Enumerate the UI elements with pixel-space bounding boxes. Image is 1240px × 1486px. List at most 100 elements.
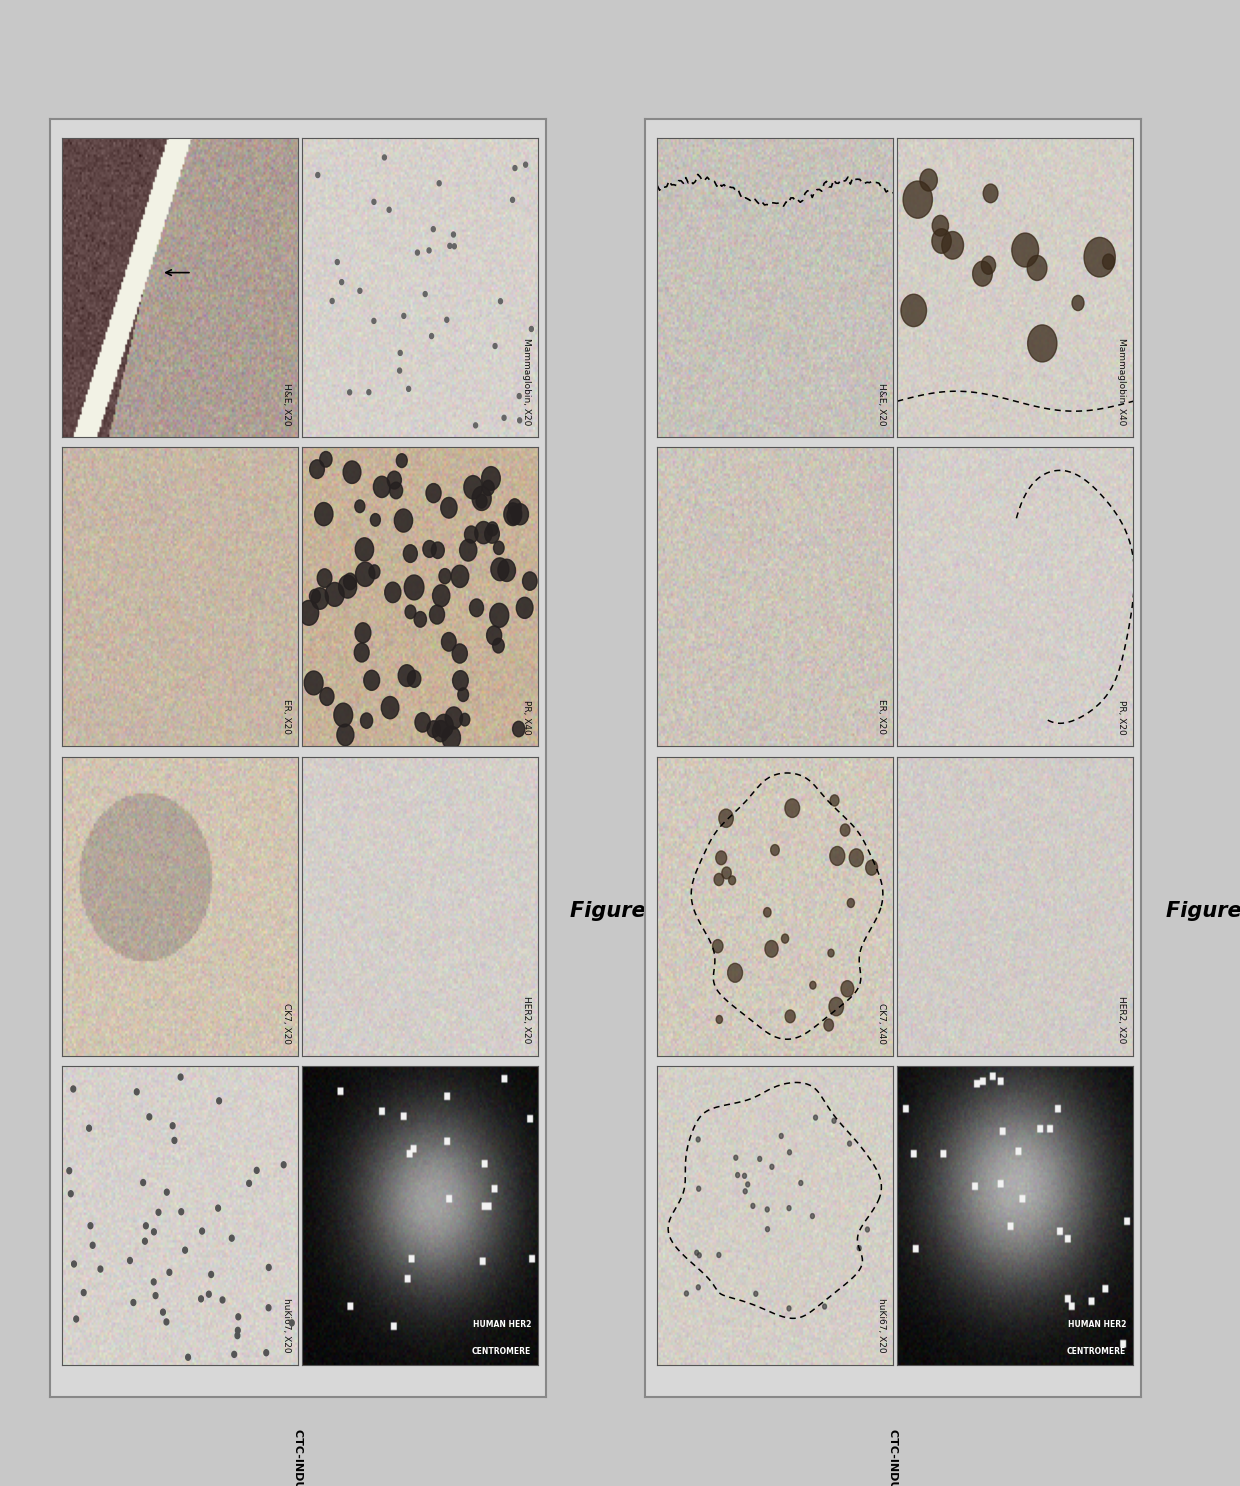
Circle shape: [423, 291, 427, 297]
Circle shape: [476, 495, 487, 508]
Text: CK7, X40: CK7, X40: [877, 1003, 887, 1043]
Circle shape: [382, 155, 387, 160]
Circle shape: [74, 1317, 78, 1323]
Circle shape: [754, 1291, 758, 1296]
Circle shape: [200, 1227, 205, 1233]
Text: HUMAN HER2: HUMAN HER2: [472, 1320, 531, 1328]
Text: CENTROMERE: CENTROMERE: [1068, 1346, 1126, 1355]
Text: CK7, X20: CK7, X20: [281, 1003, 291, 1043]
Circle shape: [154, 1293, 157, 1299]
Circle shape: [373, 476, 391, 498]
Circle shape: [491, 557, 508, 581]
Circle shape: [523, 162, 527, 166]
Circle shape: [267, 1265, 272, 1271]
Circle shape: [512, 721, 525, 737]
Circle shape: [465, 526, 477, 542]
Circle shape: [394, 510, 413, 532]
Circle shape: [134, 1089, 139, 1095]
Text: ER, X20: ER, X20: [281, 700, 291, 734]
Circle shape: [381, 697, 399, 719]
Circle shape: [371, 514, 381, 526]
Circle shape: [236, 1333, 239, 1339]
Circle shape: [387, 207, 391, 212]
Circle shape: [304, 672, 324, 695]
Circle shape: [423, 541, 436, 557]
Circle shape: [972, 262, 992, 287]
Circle shape: [494, 541, 505, 554]
Circle shape: [264, 1349, 269, 1355]
Circle shape: [156, 1210, 161, 1216]
Circle shape: [429, 333, 434, 339]
Circle shape: [901, 294, 926, 327]
Circle shape: [330, 299, 334, 303]
Circle shape: [281, 1162, 286, 1168]
Circle shape: [415, 713, 430, 733]
Circle shape: [511, 198, 515, 202]
Circle shape: [337, 724, 353, 746]
Circle shape: [164, 1320, 169, 1326]
Circle shape: [441, 633, 456, 651]
Text: Mammaglobin, X20: Mammaglobin, X20: [522, 337, 531, 425]
Circle shape: [811, 1214, 815, 1219]
Circle shape: [445, 707, 463, 730]
Circle shape: [941, 232, 963, 259]
Circle shape: [507, 507, 521, 525]
Circle shape: [317, 569, 332, 587]
Circle shape: [339, 575, 357, 599]
Circle shape: [186, 1354, 191, 1360]
Circle shape: [787, 1306, 791, 1311]
Circle shape: [841, 981, 854, 997]
Circle shape: [714, 874, 724, 886]
Circle shape: [427, 483, 441, 502]
Circle shape: [481, 467, 500, 490]
Circle shape: [764, 908, 771, 917]
Text: PR, X20: PR, X20: [1117, 700, 1126, 734]
Circle shape: [1084, 238, 1115, 276]
Circle shape: [832, 1119, 836, 1123]
Circle shape: [316, 172, 320, 177]
Circle shape: [715, 851, 727, 865]
Circle shape: [828, 950, 835, 957]
Circle shape: [405, 605, 415, 618]
Text: ER, X20: ER, X20: [877, 700, 887, 734]
Circle shape: [143, 1238, 148, 1244]
Circle shape: [522, 572, 537, 590]
Circle shape: [68, 1190, 73, 1196]
Circle shape: [482, 480, 495, 495]
Circle shape: [343, 574, 357, 590]
Circle shape: [208, 1272, 213, 1278]
Circle shape: [438, 181, 441, 186]
Circle shape: [1027, 256, 1047, 281]
Circle shape: [335, 260, 340, 265]
Text: HER2, X20: HER2, X20: [522, 996, 531, 1043]
Circle shape: [358, 288, 362, 293]
Circle shape: [472, 486, 491, 511]
Circle shape: [325, 583, 345, 606]
Circle shape: [427, 248, 432, 253]
Circle shape: [717, 1253, 720, 1257]
Circle shape: [785, 1010, 795, 1022]
Circle shape: [179, 1074, 184, 1080]
Circle shape: [356, 562, 374, 587]
Circle shape: [983, 184, 998, 202]
Circle shape: [384, 583, 401, 603]
Circle shape: [765, 941, 779, 957]
Circle shape: [498, 299, 502, 303]
Circle shape: [866, 1227, 869, 1232]
Circle shape: [144, 1223, 149, 1229]
Circle shape: [398, 664, 415, 687]
Circle shape: [91, 1242, 95, 1248]
Circle shape: [151, 1229, 156, 1235]
Circle shape: [165, 1189, 169, 1195]
Circle shape: [696, 1137, 701, 1141]
Circle shape: [770, 844, 779, 856]
Circle shape: [830, 997, 843, 1016]
Circle shape: [848, 1141, 852, 1146]
Circle shape: [398, 351, 402, 355]
Text: huKi67, X20: huKi67, X20: [281, 1299, 291, 1352]
Circle shape: [433, 585, 450, 606]
Text: Figure 1E: Figure 1E: [570, 901, 682, 921]
Circle shape: [830, 847, 844, 865]
Circle shape: [88, 1223, 93, 1229]
Circle shape: [72, 1262, 77, 1268]
